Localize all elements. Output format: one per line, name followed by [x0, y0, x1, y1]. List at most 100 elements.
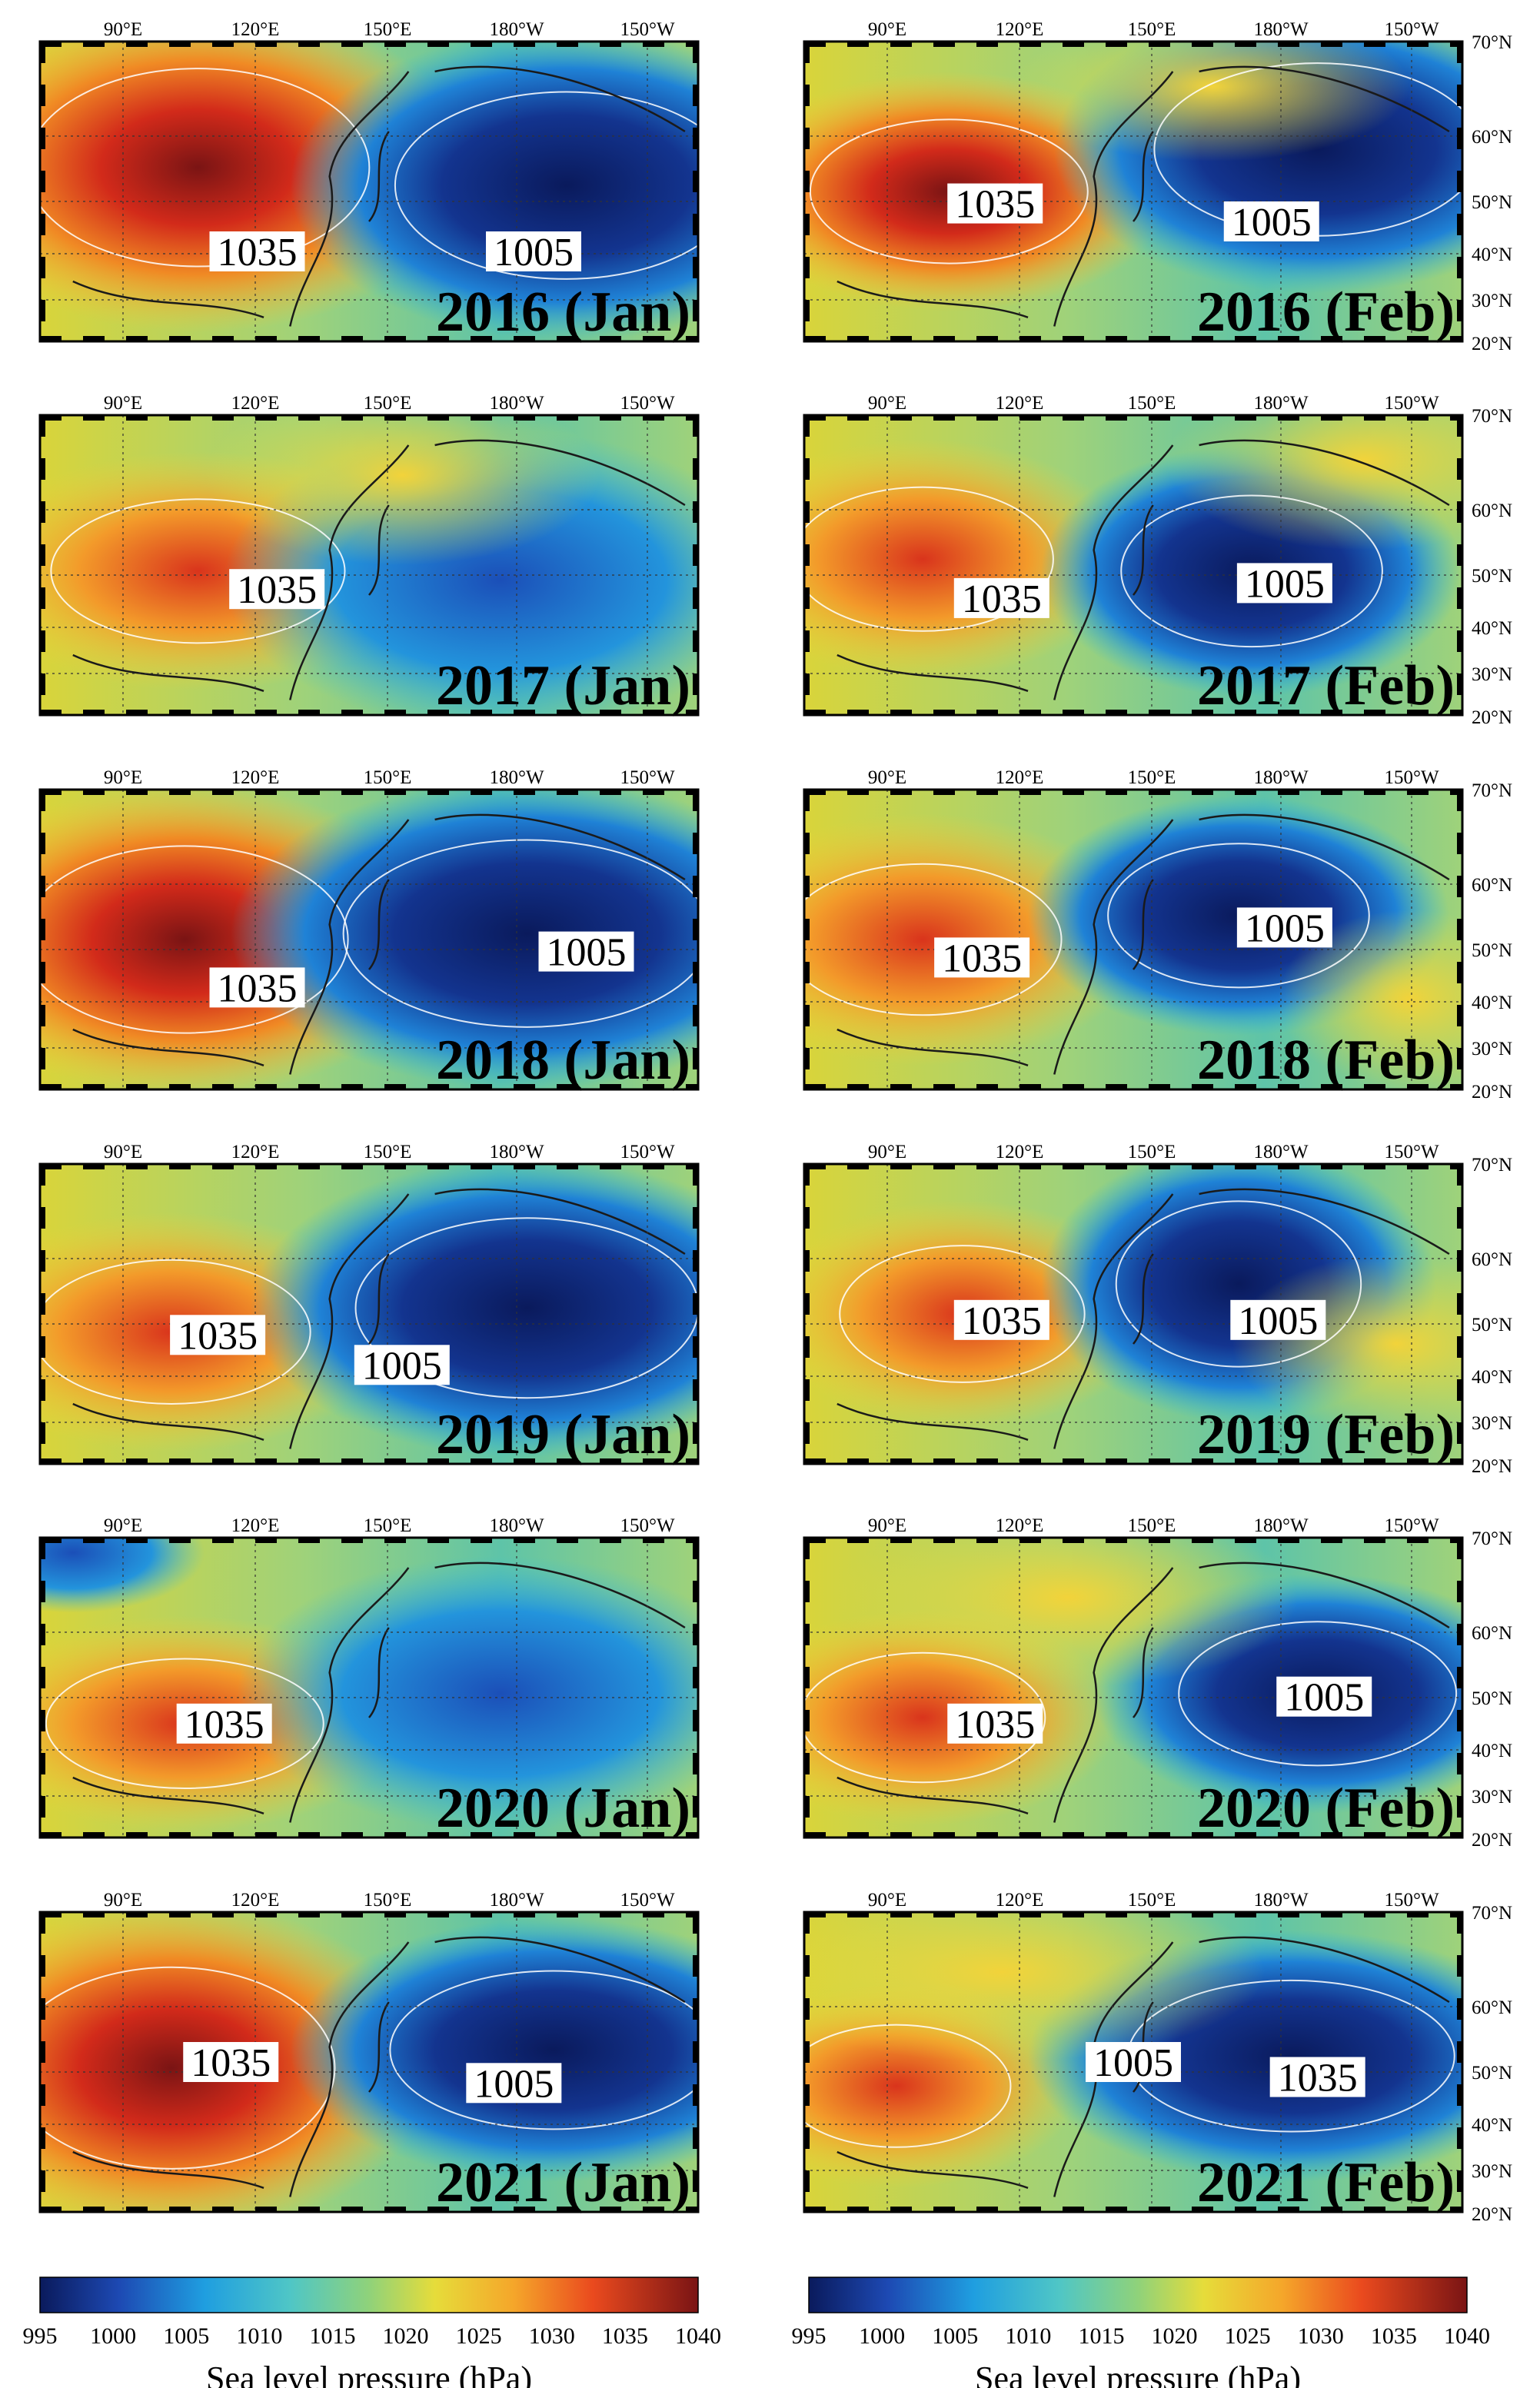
isobar-label: 1035	[934, 936, 1030, 980]
svg-text:1035: 1035	[955, 183, 1035, 227]
lon-tick-label: 150°W	[620, 1142, 674, 1162]
lat-tick-label: 30°N	[1472, 2161, 1512, 2182]
isobar-label: 1005	[1086, 2041, 1181, 2085]
isobar-label: 1035	[176, 1703, 272, 1747]
panel-title: 2017 (Jan)	[436, 654, 690, 717]
map-panel-2021-jan: 90°E 120°E 150°E 180°W 150°W 1035 1005 2021 (Ja…	[38, 1890, 700, 2214]
lon-tick-label: 120°E	[996, 1142, 1044, 1162]
lat-tick-label: 50°N	[1472, 192, 1512, 213]
lon-tick-label: 180°W	[489, 1142, 544, 1162]
map-frame	[38, 414, 700, 717]
isobar-label: 1005	[1223, 201, 1319, 244]
lon-tick-label: 120°E	[231, 19, 280, 40]
lon-tick-label: 150°E	[364, 19, 412, 40]
isobar-label: 1035	[953, 1299, 1049, 1343]
isobar-contour	[354, 1217, 698, 1399]
lat-tick-label: 30°N	[1472, 291, 1512, 311]
isobar-contour	[50, 498, 346, 644]
isobar-label: 1035	[209, 966, 305, 1010]
lon-tick-label: 90°E	[104, 19, 142, 40]
isobar-contour	[804, 486, 1054, 632]
svg-text:1035: 1035	[955, 1703, 1035, 1747]
lon-tick-label: 90°E	[104, 1142, 142, 1162]
map-frame	[38, 788, 700, 1091]
lon-tick-label: 120°E	[996, 1515, 1044, 1536]
lon-tick-label: 180°W	[1253, 1515, 1308, 1536]
isobar-label: 1035	[947, 183, 1043, 227]
pressure-field	[804, 415, 1462, 715]
panel-title: 2019 (Feb)	[1197, 1403, 1455, 1466]
map-frame	[38, 1911, 700, 2213]
map-panel-2017-feb: 90°E 120°E 150°E 180°W 150°W 70°N 60°N 50°N 40°N…	[803, 393, 1512, 728]
coastline	[72, 813, 686, 1075]
colorbar-tick-label: 1005	[932, 2323, 978, 2349]
colorbar-tick-label: 1010	[1005, 2323, 1051, 2349]
isobar-label: 1005	[466, 2062, 562, 2106]
colorbar-tick-label: 1000	[859, 2323, 905, 2349]
colorbar-tick-label: 1020	[1152, 2323, 1198, 2349]
colorbar-tick-label: 1030	[1298, 2323, 1344, 2349]
coastline	[837, 1188, 1450, 1449]
lon-tick-label: 150°W	[1384, 393, 1439, 414]
lon-tick-label: 150°E	[1128, 393, 1176, 414]
lon-tick-label: 180°W	[489, 767, 544, 788]
coastline	[72, 1188, 686, 1449]
isobar-label: 1005	[538, 931, 634, 975]
isobar-contour	[809, 118, 1089, 264]
lon-tick-label: 150°E	[1128, 1142, 1176, 1162]
panel-title: 2020 (Jan)	[436, 1777, 690, 1840]
svg-text:1005: 1005	[474, 2062, 554, 2106]
lon-tick-label: 180°W	[1253, 19, 1308, 40]
lat-tick-label: 20°N	[1472, 707, 1512, 728]
isobar-label: 1005	[486, 231, 581, 274]
lon-tick-label: 180°W	[489, 19, 544, 40]
lon-tick-label: 120°E	[996, 19, 1044, 40]
lon-tick-label: 150°E	[1128, 1890, 1176, 1911]
pressure-field	[40, 790, 698, 1089]
lon-tick-label: 90°E	[104, 1890, 142, 1911]
lon-tick-label: 90°E	[104, 767, 142, 788]
lon-tick-label: 150°E	[1128, 1515, 1176, 1536]
colorbar-tick-label: 995	[23, 2323, 58, 2349]
colorbar-tick-label: 1030	[529, 2323, 575, 2349]
lat-tick-label: 60°N	[1472, 1249, 1512, 1270]
map-frame	[803, 788, 1464, 1091]
lat-tick-label: 70°N	[1472, 1155, 1512, 1176]
isobar-contour	[1107, 843, 1370, 989]
pressure-field	[40, 1538, 698, 1838]
coastline	[837, 1562, 1450, 1823]
lon-tick-label: 120°E	[996, 1890, 1044, 1911]
lat-tick-label: 50°N	[1472, 2063, 1512, 2084]
panel-title: 2020 (Feb)	[1197, 1777, 1455, 1840]
coastline	[72, 439, 686, 700]
lat-tick-label: 40°N	[1472, 1741, 1512, 1761]
panel-title: 2021 (Jan)	[436, 2151, 690, 2214]
lon-tick-label: 150°E	[364, 1890, 412, 1911]
colorbar-tick-label: 1015	[309, 2323, 355, 2349]
lon-tick-label: 180°W	[1253, 767, 1308, 788]
lon-tick-label: 120°E	[996, 767, 1044, 788]
map-frame	[803, 40, 1464, 343]
map-panel-2017-jan: 90°E 120°E 150°E 180°W 150°W 1035 2017 (Jan)	[38, 393, 700, 717]
lon-tick-label: 150°W	[620, 1515, 674, 1536]
lat-tick-label: 70°N	[1472, 1528, 1512, 1549]
panel-title: 2016 (Jan)	[436, 281, 690, 344]
svg-text:1005: 1005	[1232, 201, 1312, 244]
lon-tick-label: 90°E	[868, 393, 906, 414]
svg-text:1005: 1005	[546, 931, 626, 975]
isobar-contour	[389, 1970, 698, 2130]
lat-tick-label: 40°N	[1472, 1367, 1512, 1388]
lon-tick-label: 90°E	[104, 393, 142, 414]
isobar-contour	[342, 839, 698, 1028]
lon-tick-label: 150°E	[364, 1515, 412, 1536]
colorbar-tick-label: 1035	[602, 2323, 648, 2349]
isobar-label: 1035	[947, 1703, 1043, 1747]
lat-tick-label: 40°N	[1472, 244, 1512, 265]
isobar-label: 1005	[1230, 1299, 1326, 1343]
svg-text:1035: 1035	[237, 568, 317, 612]
svg-text:1005: 1005	[494, 231, 574, 274]
svg-text:1005: 1005	[1093, 2041, 1173, 2085]
isobar-label: 1005	[1236, 562, 1332, 606]
isobar-contour	[394, 91, 698, 280]
panel-title: 2018 (Feb)	[1197, 1029, 1455, 1092]
